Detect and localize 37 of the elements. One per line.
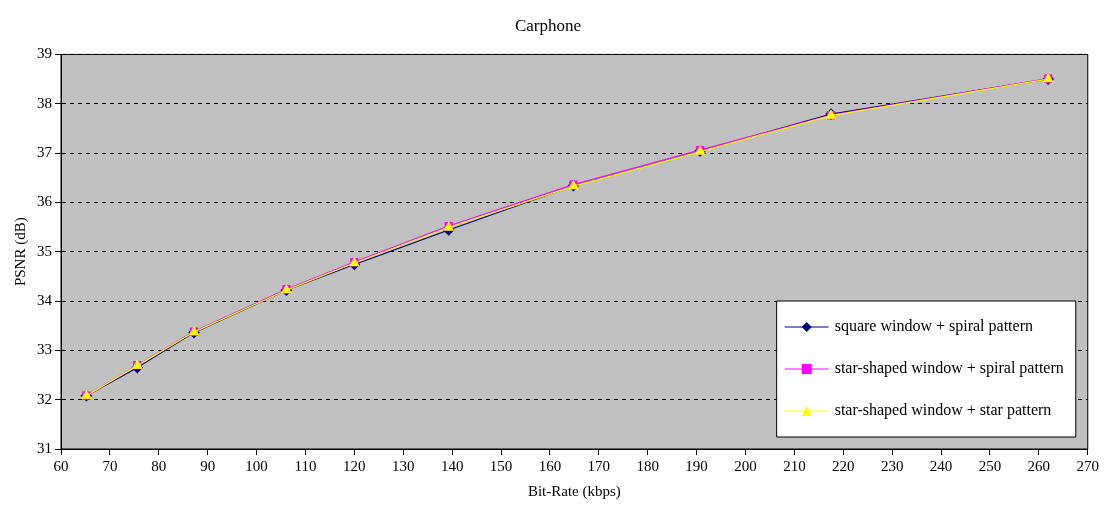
x-tick-label: 270 bbox=[1076, 457, 1099, 474]
y-tick-label: 39 bbox=[37, 45, 52, 62]
legend-label: square window + spiral pattern bbox=[834, 317, 1033, 336]
x-tick-label: 130 bbox=[392, 457, 415, 474]
y-tick-label: 35 bbox=[37, 242, 52, 259]
x-tick-label: 170 bbox=[587, 457, 611, 474]
x-tick-label: 140 bbox=[440, 457, 464, 474]
x-tick-label: 80 bbox=[151, 457, 167, 474]
x-tick-label: 200 bbox=[734, 457, 757, 474]
y-tick-label: 37 bbox=[37, 143, 53, 160]
x-tick-label: 120 bbox=[343, 457, 366, 474]
x-tick-label: 210 bbox=[783, 457, 806, 474]
x-tick-label: 260 bbox=[1027, 457, 1051, 474]
legend-label: star-shaped window + star pattern bbox=[834, 401, 1052, 420]
x-tick-label: 240 bbox=[929, 457, 953, 474]
x-tick-label: 230 bbox=[880, 457, 904, 474]
y-tick-label: 33 bbox=[37, 341, 52, 358]
y-tick-label: 31 bbox=[37, 439, 52, 456]
y-tick-label: 38 bbox=[37, 94, 52, 111]
legend-label: star-shaped window + spiral pattern bbox=[834, 359, 1064, 378]
x-tick-label: 220 bbox=[832, 457, 855, 474]
x-tick-label: 150 bbox=[489, 457, 513, 474]
y-axis-title: PSNR (dB) bbox=[11, 217, 29, 287]
x-tick-label: 110 bbox=[294, 457, 317, 474]
x-tick-label: 160 bbox=[538, 457, 562, 474]
x-tick-label: 70 bbox=[102, 457, 118, 474]
x-tick-label: 60 bbox=[53, 457, 69, 474]
x-tick-label: 90 bbox=[200, 457, 216, 474]
chart-title: Carphone bbox=[514, 15, 582, 35]
x-tick-label: 190 bbox=[685, 457, 708, 474]
x-axis-title: Bit-Rate (kbps) bbox=[527, 482, 621, 500]
y-tick-label: 36 bbox=[37, 193, 53, 210]
x-tick-label: 180 bbox=[636, 457, 659, 474]
y-tick-label: 34 bbox=[37, 291, 53, 308]
x-tick-label: 250 bbox=[978, 457, 1002, 474]
x-tick-label: 100 bbox=[245, 457, 268, 474]
y-tick-label: 32 bbox=[37, 390, 52, 407]
